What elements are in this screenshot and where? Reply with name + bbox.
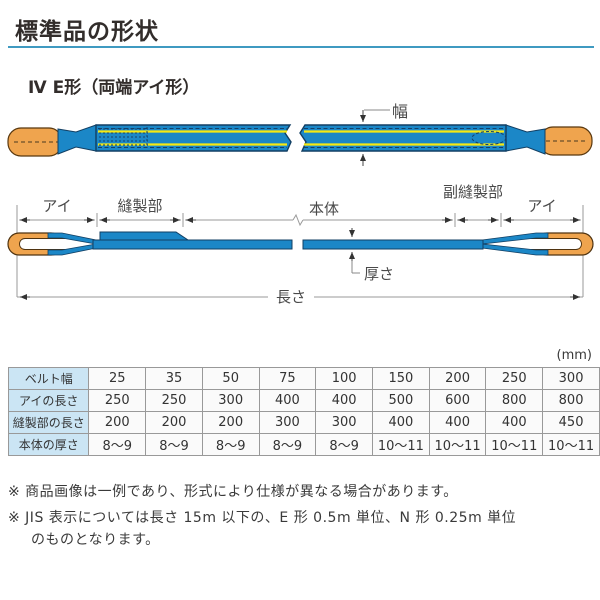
spec-cell: 600: [428, 389, 487, 412]
yellow-stripes: [98, 130, 504, 146]
thickness-dimension: 厚さ: [349, 228, 394, 283]
thickness-label: 厚さ: [364, 265, 394, 283]
label-patch-outline: [471, 131, 507, 145]
length-label: 長さ: [276, 288, 306, 306]
eye-right-label: アイ: [527, 197, 556, 215]
spec-cell: 800: [542, 389, 600, 412]
table-row: アイの長さ 250 250 300 400 400 500 600 800 80…: [7, 389, 600, 412]
note-jis-line2: のものとなります。: [31, 532, 160, 548]
spec-cell: 35: [145, 367, 203, 390]
spec-cell: 250: [145, 389, 203, 412]
belt-side-right-segment: [302, 239, 484, 250]
spec-cell: 300: [315, 411, 373, 434]
eye-left-opening: [19, 238, 67, 250]
body-label: 本体: [309, 200, 339, 218]
spec-cell: 300: [258, 411, 317, 434]
spec-cell: 400: [315, 389, 373, 412]
spec-cell: 400: [372, 411, 430, 434]
belt-side-left-segment: [92, 239, 293, 250]
spec-cell: 300: [542, 367, 600, 390]
section-heading: Ⅳ E形（両端アイ形）: [28, 78, 200, 98]
title-underline: [8, 46, 594, 48]
spec-cell: 200: [201, 411, 260, 434]
spec-cell: 10～11: [372, 433, 430, 456]
dimension-ticks: [16, 205, 584, 297]
table-row: 本体の厚さ 8～9 8～9 8～9 8～9 8～9 10～11 10～11 10…: [7, 433, 600, 456]
spec-cell: 100: [315, 367, 373, 390]
sling-top-view-diagram: 幅: [7, 102, 593, 166]
spec-table: ベルト幅 25 35 50 75 100 150 200 250 300 アイの…: [7, 367, 600, 456]
spec-cell: 10～11: [428, 433, 487, 456]
spec-cell: 400: [485, 411, 544, 434]
spec-cell: 75: [258, 367, 317, 390]
spec-cell: 8～9: [258, 433, 317, 456]
spec-cell: 500: [372, 389, 430, 412]
spec-cell: 800: [485, 389, 544, 412]
table-row: ベルト幅 25 35 50 75 100 150 200 250 300: [7, 367, 600, 390]
width-label: 幅: [392, 102, 408, 121]
width-dimension: 幅: [360, 102, 408, 166]
table-row: 縫製部の長さ 200 200 200 300 300 400 400 400 4…: [7, 411, 600, 434]
neck-left: [57, 124, 97, 155]
spec-cell: 8～9: [201, 433, 260, 456]
page-title: 標準品の形状: [15, 19, 159, 45]
note-jis-line1: ※ JIS 表示については長さ 15m 以下の、E 形 0.5m 単位、N 形 …: [8, 510, 517, 526]
spec-cell: 10～11: [542, 433, 600, 456]
spec-cell: 200: [88, 411, 147, 434]
spec-cell: 400: [258, 389, 317, 412]
spec-cell: 25: [88, 367, 147, 390]
sub-sewn-label: 副縫製部: [443, 183, 503, 201]
spec-cell: 8～9: [88, 433, 147, 456]
spec-cell: 250: [485, 367, 544, 390]
edge-stitching: [98, 128, 504, 148]
spec-cell: 450: [542, 411, 600, 434]
spec-cell: 300: [201, 389, 260, 412]
sling-side-view-diagram: アイ 縫製部 本体 副縫製部 アイ 厚さ: [7, 183, 594, 306]
row-header-belt-width: ベルト幅: [7, 367, 90, 390]
row-header-body-thickness: 本体の厚さ: [7, 433, 90, 456]
sewn-section-label: 縫製部: [117, 197, 162, 215]
spec-cell: 200: [145, 411, 203, 434]
note-product-image: ※ 商品画像は一例であり、形式により仕様が異なる場合があります。: [8, 484, 458, 500]
row-header-eye-length: アイの長さ: [7, 389, 90, 412]
spec-cell: 10～11: [485, 433, 544, 456]
spec-cell: 400: [428, 411, 487, 434]
length-dimension: 長さ: [17, 286, 583, 306]
spec-cell: 8～9: [315, 433, 373, 456]
spec-cell: 50: [201, 367, 260, 390]
eye-left-label: アイ: [42, 197, 71, 215]
row-header-sewn-length: 縫製部の長さ: [7, 411, 90, 434]
sewn-area-stitch-grid: [99, 127, 148, 148]
spec-cell: 250: [88, 389, 147, 412]
spec-cell: 150: [372, 367, 430, 390]
neck-right: [505, 124, 546, 155]
spec-cell: 200: [428, 367, 487, 390]
eye-right-opening: [530, 238, 582, 250]
spec-cell: 8～9: [145, 433, 203, 456]
sewn-overlap-layer: [99, 231, 190, 241]
unit-label: (mm): [556, 348, 592, 363]
